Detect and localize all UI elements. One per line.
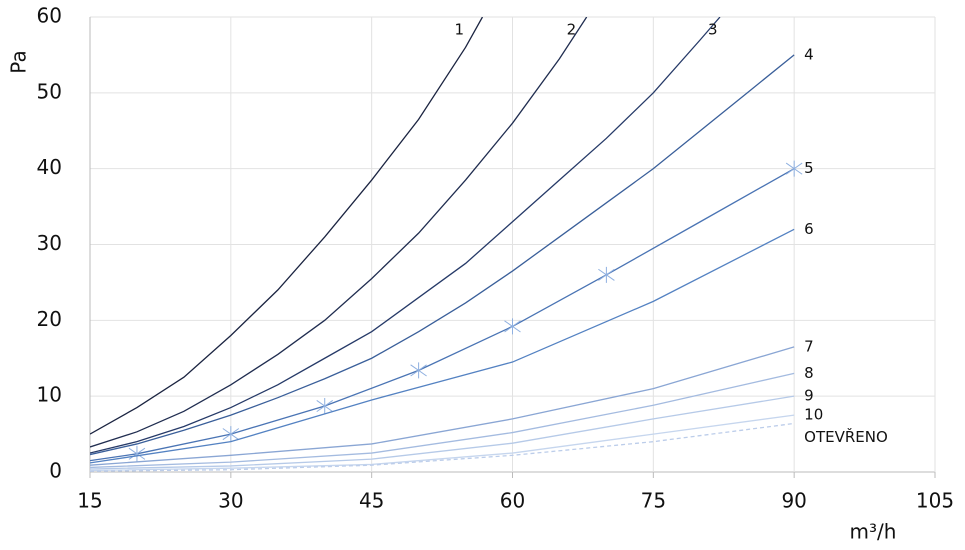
series-label: OTEVŘENO [804,427,888,446]
y-tick-label: 0 [49,459,62,483]
marker [410,362,427,379]
x-tick-label: 90 [781,489,806,513]
series-label: 7 [804,337,814,355]
marker [504,318,521,335]
series-line [90,346,795,466]
series-label: 6 [804,220,814,238]
series-line [90,228,795,464]
series-label: 3 [708,21,718,39]
series-line [90,395,795,470]
grid [89,16,936,478]
y-axis-label: Pa [7,50,31,73]
series-label: 1 [454,21,464,39]
marker [128,445,146,462]
x-tick-label: 45 [359,489,384,513]
series-label: 8 [804,364,814,382]
series-label: 5 [804,159,814,177]
y-tick-label: 30 [37,231,62,255]
lines [90,17,803,472]
marker [222,426,240,443]
series-line [90,372,795,469]
y-tick-label: 40 [37,155,62,179]
series-line [90,17,721,454]
y-tick-label: 10 [37,383,62,407]
y-tick-label: 60 [37,4,62,28]
x-axis-label: m³/h [850,520,897,544]
marker [598,266,615,283]
y-tick-label: 20 [37,307,62,331]
y-tick-label: 50 [37,79,62,103]
x-tick-label: 105 [916,489,954,513]
series-line [90,422,795,472]
x-tick-label: 15 [77,489,102,513]
series-line [90,17,484,435]
marker [785,160,803,177]
x-tick-label: 30 [218,489,243,513]
series-line [90,414,795,472]
series-label: 4 [804,45,814,63]
marker [316,398,334,415]
series-line [90,54,795,456]
series-label: 2 [567,21,577,39]
series-line [90,168,795,462]
series-line [90,17,588,448]
series-label: 10 [804,406,823,424]
x-tick-label: 75 [641,489,666,513]
x-tick-label: 60 [500,489,525,513]
series-label: 9 [804,387,814,405]
